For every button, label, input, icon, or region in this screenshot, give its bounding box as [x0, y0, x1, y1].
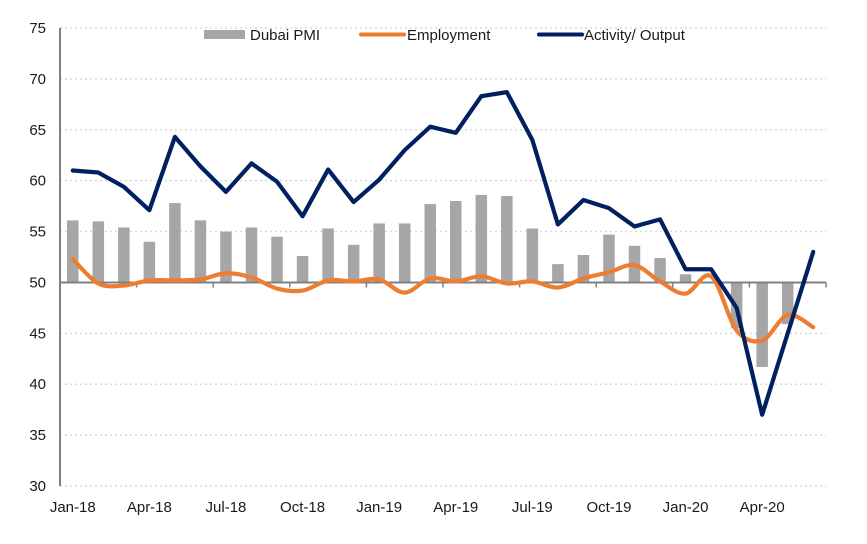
y-tick-label: 60: [29, 173, 46, 190]
bar-jan-19: [373, 223, 385, 283]
x-tick-label: Jan-20: [663, 499, 709, 516]
bar-jul-19: [526, 228, 539, 283]
legend-item-dubai-pmi: Dubai PMI: [204, 27, 320, 44]
bar-aug-19: [552, 264, 564, 283]
bar-apr-18: [143, 241, 156, 283]
bar-feb-18: [92, 221, 105, 283]
x-tick-label: Jul-19: [512, 499, 553, 516]
line-activity-output: [70, 90, 816, 417]
bar-oct-18: [296, 255, 309, 283]
line-employment: [70, 256, 816, 344]
bar-may-20: [781, 282, 794, 325]
x-tick-label: Oct-18: [280, 499, 325, 516]
x-tick-label: Apr-18: [127, 499, 172, 516]
lines: [70, 90, 816, 417]
legend-label-employment: Employment: [407, 27, 491, 44]
bar-jul-18: [220, 231, 232, 283]
y-tick-label: 35: [29, 427, 46, 444]
legend-swatch-dubai-pmi: [204, 30, 245, 39]
legend-item-activity-output: Activity/ Output: [537, 27, 686, 44]
bar-apr-20: [756, 282, 768, 367]
x-tick-label: Apr-19: [433, 499, 478, 516]
bar-sep-19: [577, 254, 590, 283]
x-tick-label: Apr-20: [740, 499, 785, 516]
bar-jan-18: [67, 220, 79, 283]
bar-feb-19: [398, 223, 411, 283]
y-axis-labels: 30 35 40 45 50 55 60 65 70 75: [29, 20, 46, 495]
legend-item-employment: Employment: [359, 27, 491, 44]
bar-mar-18: [118, 227, 130, 283]
bars-dubai-pmi: [67, 194, 819, 367]
y-tick-label: 30: [29, 478, 46, 495]
bar-jun-19: [501, 195, 513, 283]
bar-may-19: [475, 194, 488, 283]
x-tick-label: Jan-19: [356, 499, 402, 516]
bar-may-18: [169, 203, 181, 283]
bar-jun-18: [194, 220, 207, 283]
legend-label-dubai-pmi: Dubai PMI: [250, 27, 320, 44]
x-tick-label: Oct-19: [586, 499, 631, 516]
bar-nov-18: [322, 228, 334, 283]
legend-label-activity-output: Activity/ Output: [584, 27, 686, 44]
bar-sep-18: [271, 236, 283, 283]
bar-mar-19: [424, 204, 436, 283]
y-tick-label: 70: [29, 71, 46, 88]
bar-oct-19: [603, 234, 615, 283]
x-axis-labels: Jan-18 Apr-18 Jul-18 Oct-18 Jan-19 Apr-19 Jul-…: [50, 499, 785, 516]
y-tick-label: 40: [29, 376, 46, 393]
legend: Dubai PMI Employment Activity/ Output: [204, 27, 686, 44]
bar-apr-19: [450, 201, 462, 283]
bar-jan-20: [679, 274, 692, 283]
bar-aug-18: [245, 227, 258, 283]
y-tick-label: 55: [29, 224, 46, 241]
y-tick-label: 75: [29, 20, 46, 37]
x-tick-label: Jan-18: [50, 499, 96, 516]
y-tick-label: 65: [29, 122, 46, 139]
bar-dec-18: [347, 244, 360, 283]
y-tick-label: 50: [29, 274, 46, 291]
bar-dec-19: [654, 258, 666, 283]
x-tick-label: Jul-18: [206, 499, 247, 516]
y-tick-label: 45: [29, 325, 46, 342]
